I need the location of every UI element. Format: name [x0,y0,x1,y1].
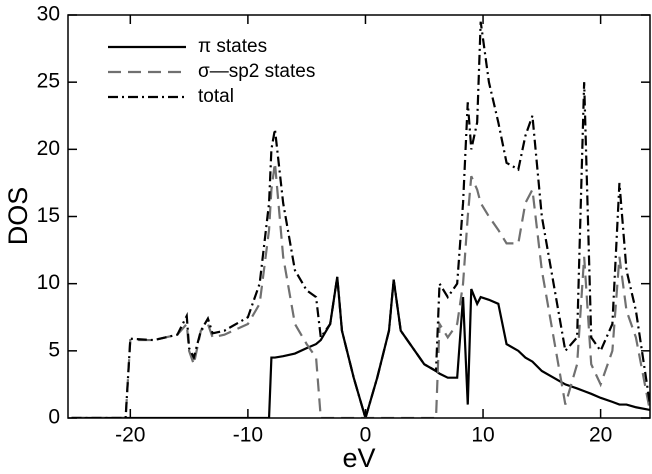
x-tick-label: 0 [360,424,372,447]
legend-label: total [198,86,234,107]
legend-label: π states [198,36,267,57]
y-tick-label: 20 [37,137,60,160]
x-axis-label: eV [342,443,375,473]
x-tick-label: -20 [115,424,145,447]
y-axis-label: DOS [3,187,33,246]
y-tick-label: 0 [48,406,60,429]
y-tick-label: 15 [37,204,60,227]
series-line [71,21,650,418]
y-tick-label: 5 [48,338,60,361]
x-tick-label: -10 [233,424,263,447]
x-tick-label: 20 [589,424,612,447]
legend-label: σ—sp2 states [198,61,315,82]
y-tick-label: 10 [37,271,60,294]
x-tick-label: 10 [471,424,494,447]
y-tick-label: 25 [37,70,60,93]
y-tick-label: 30 [37,3,60,26]
series-line [71,162,650,418]
plot-frame [67,14,651,419]
